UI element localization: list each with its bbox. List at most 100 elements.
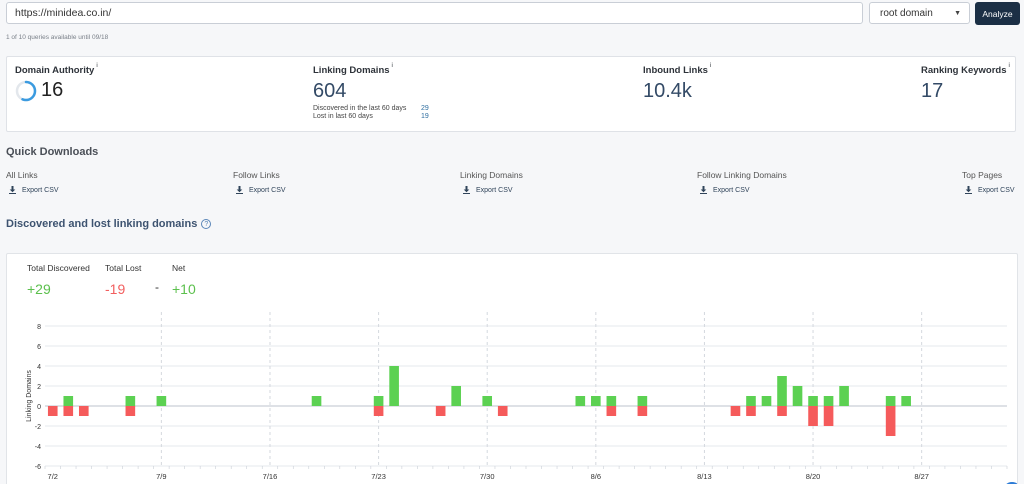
export-csv-link[interactable]: Export CSV: [9, 186, 59, 194]
net-total: Net +10: [172, 263, 196, 297]
discovered-bar: [808, 396, 818, 406]
lost-bar: [497, 406, 508, 416]
lost-bar: [637, 406, 648, 416]
download-icon: [700, 186, 707, 194]
metric-label: Domain Authority i: [15, 63, 98, 76]
discovered-bar: [901, 396, 911, 406]
lost-bar: [606, 406, 617, 416]
quick-downloads-title: Quick Downloads: [6, 146, 99, 158]
metric-ranking-keywords: Ranking Keywords i 17: [921, 63, 1010, 103]
discovered-bar: [606, 396, 617, 406]
search-bar: root domain ▼ Analyze: [6, 2, 1020, 28]
discovered-bar: [156, 396, 167, 406]
lost-bar: [823, 406, 834, 426]
metrics-card: Domain Authority i 16 Linking Domains i 60…: [6, 56, 1016, 132]
y-tick-label: -2: [35, 424, 41, 431]
y-tick-label: -4: [35, 444, 41, 451]
x-tick-label: 7/16: [263, 472, 278, 481]
total-discovered-label: Total Discovered: [27, 263, 90, 273]
y-tick-label: 4: [37, 364, 41, 371]
discovered-bar: [591, 396, 601, 406]
url-input[interactable]: [6, 2, 863, 24]
discovered-bar: [311, 396, 322, 406]
metric-value: 17: [921, 80, 944, 102]
discovered-bar: [777, 376, 787, 406]
scope-select[interactable]: root domain ▼: [869, 2, 970, 24]
y-axis-label: Linking Domains: [26, 370, 33, 422]
lost-bar: [746, 406, 756, 416]
discovered-bar: [637, 396, 648, 406]
discovered-bar: [373, 396, 384, 406]
download-label: Follow Linking Domains: [697, 170, 787, 180]
x-tick-label: 7/2: [48, 472, 58, 481]
y-tick-label: 6: [37, 344, 41, 351]
lost-row: Lost in last 60 days 19: [313, 113, 429, 120]
lost-bar: [777, 406, 787, 416]
y-tick-label: 2: [37, 384, 41, 391]
export-csv-link[interactable]: Export CSV: [236, 186, 286, 194]
metric-value: 604: [313, 80, 347, 102]
discovered-lost-bar-chart: 8 6 4 2 0 -2 -4 -6 7/2 7/9 7/16 7/23 7/30 8/6 8/13 8/20…: [26, 312, 1008, 481]
y-tick-label: -6: [35, 464, 41, 471]
lost-bar: [885, 406, 896, 436]
metric-inbound-links: Inbound Links i 10.4k: [643, 63, 712, 103]
lost-bar: [78, 406, 89, 416]
scope-select-value: root domain: [880, 7, 933, 19]
total-discovered-value: +29: [27, 281, 51, 297]
total-lost-value: -19: [105, 281, 126, 297]
x-tick-label: 7/30: [480, 472, 495, 481]
lost-bar: [808, 406, 818, 426]
download-label: All Links: [6, 170, 38, 180]
chat-widget-icon[interactable]: [1003, 482, 1017, 484]
chevron-down-icon: ▼: [954, 9, 961, 17]
download-all-links: All Links Export CSV: [6, 170, 59, 194]
discovered-value[interactable]: 29: [421, 105, 429, 112]
metric-label: Linking Domains i: [313, 63, 393, 76]
download-linking-domains: Linking Domains Export CSV: [460, 170, 523, 194]
discovered-bar: [125, 396, 136, 406]
total-discovered: Total Discovered +29: [27, 263, 90, 297]
metric-label: Inbound Links i: [643, 63, 712, 76]
lost-bar: [125, 406, 136, 416]
x-tick-label: 8/20: [806, 472, 821, 481]
x-tick-label: 7/23: [371, 472, 386, 481]
net-label: Net: [172, 263, 186, 273]
x-tick-label: 7/9: [156, 472, 166, 481]
x-tick-label: 8/13: [697, 472, 712, 481]
x-tick-label: 8/6: [591, 472, 601, 481]
discovered-bar: [575, 396, 586, 406]
lost-bar: [373, 406, 384, 416]
discovered-bar: [839, 386, 849, 406]
net-value: +10: [172, 281, 196, 297]
discovered-label: Discovered in the last 60 days: [313, 105, 407, 112]
download-icon: [463, 186, 470, 194]
lost-value[interactable]: 19: [421, 113, 429, 120]
metric-label: Ranking Keywords i: [921, 63, 1010, 76]
download-label: Follow Links: [233, 170, 280, 180]
info-icon[interactable]: i: [1008, 63, 1010, 69]
y-tick-label: 0: [37, 404, 41, 411]
discovered-lost-title: Discovered and lost linking domains ?: [6, 218, 212, 230]
lost-bar: [730, 406, 741, 416]
metric-value: 16: [41, 79, 64, 101]
metric-linking-domains: Linking Domains i 604 Discovered in the l…: [313, 63, 429, 120]
analyze-button[interactable]: Analyze: [975, 2, 1020, 25]
export-csv-link[interactable]: Export CSV: [463, 186, 523, 194]
discovered-row: Discovered in the last 60 days 29: [313, 105, 429, 112]
download-top-pages: Top Pages Export CSV: [962, 170, 1015, 194]
lost-bar: [435, 406, 446, 416]
lost-label: Lost in last 60 days: [313, 113, 373, 120]
x-tick-label: 8/27: [914, 472, 929, 481]
info-icon[interactable]: i: [709, 63, 712, 69]
download-follow-links: Follow Links Export CSV: [233, 170, 286, 194]
info-icon[interactable]: i: [96, 63, 98, 69]
export-csv-link[interactable]: Export CSV: [700, 186, 787, 194]
total-lost: Total Lost -19: [105, 263, 141, 297]
help-icon[interactable]: ?: [201, 219, 212, 229]
info-icon[interactable]: i: [391, 63, 393, 69]
download-icon: [965, 186, 972, 194]
total-lost-label: Total Lost: [105, 263, 142, 273]
discovered-bar: [451, 386, 461, 406]
export-csv-link[interactable]: Export CSV: [965, 186, 1015, 194]
discovered-bar: [885, 396, 896, 406]
